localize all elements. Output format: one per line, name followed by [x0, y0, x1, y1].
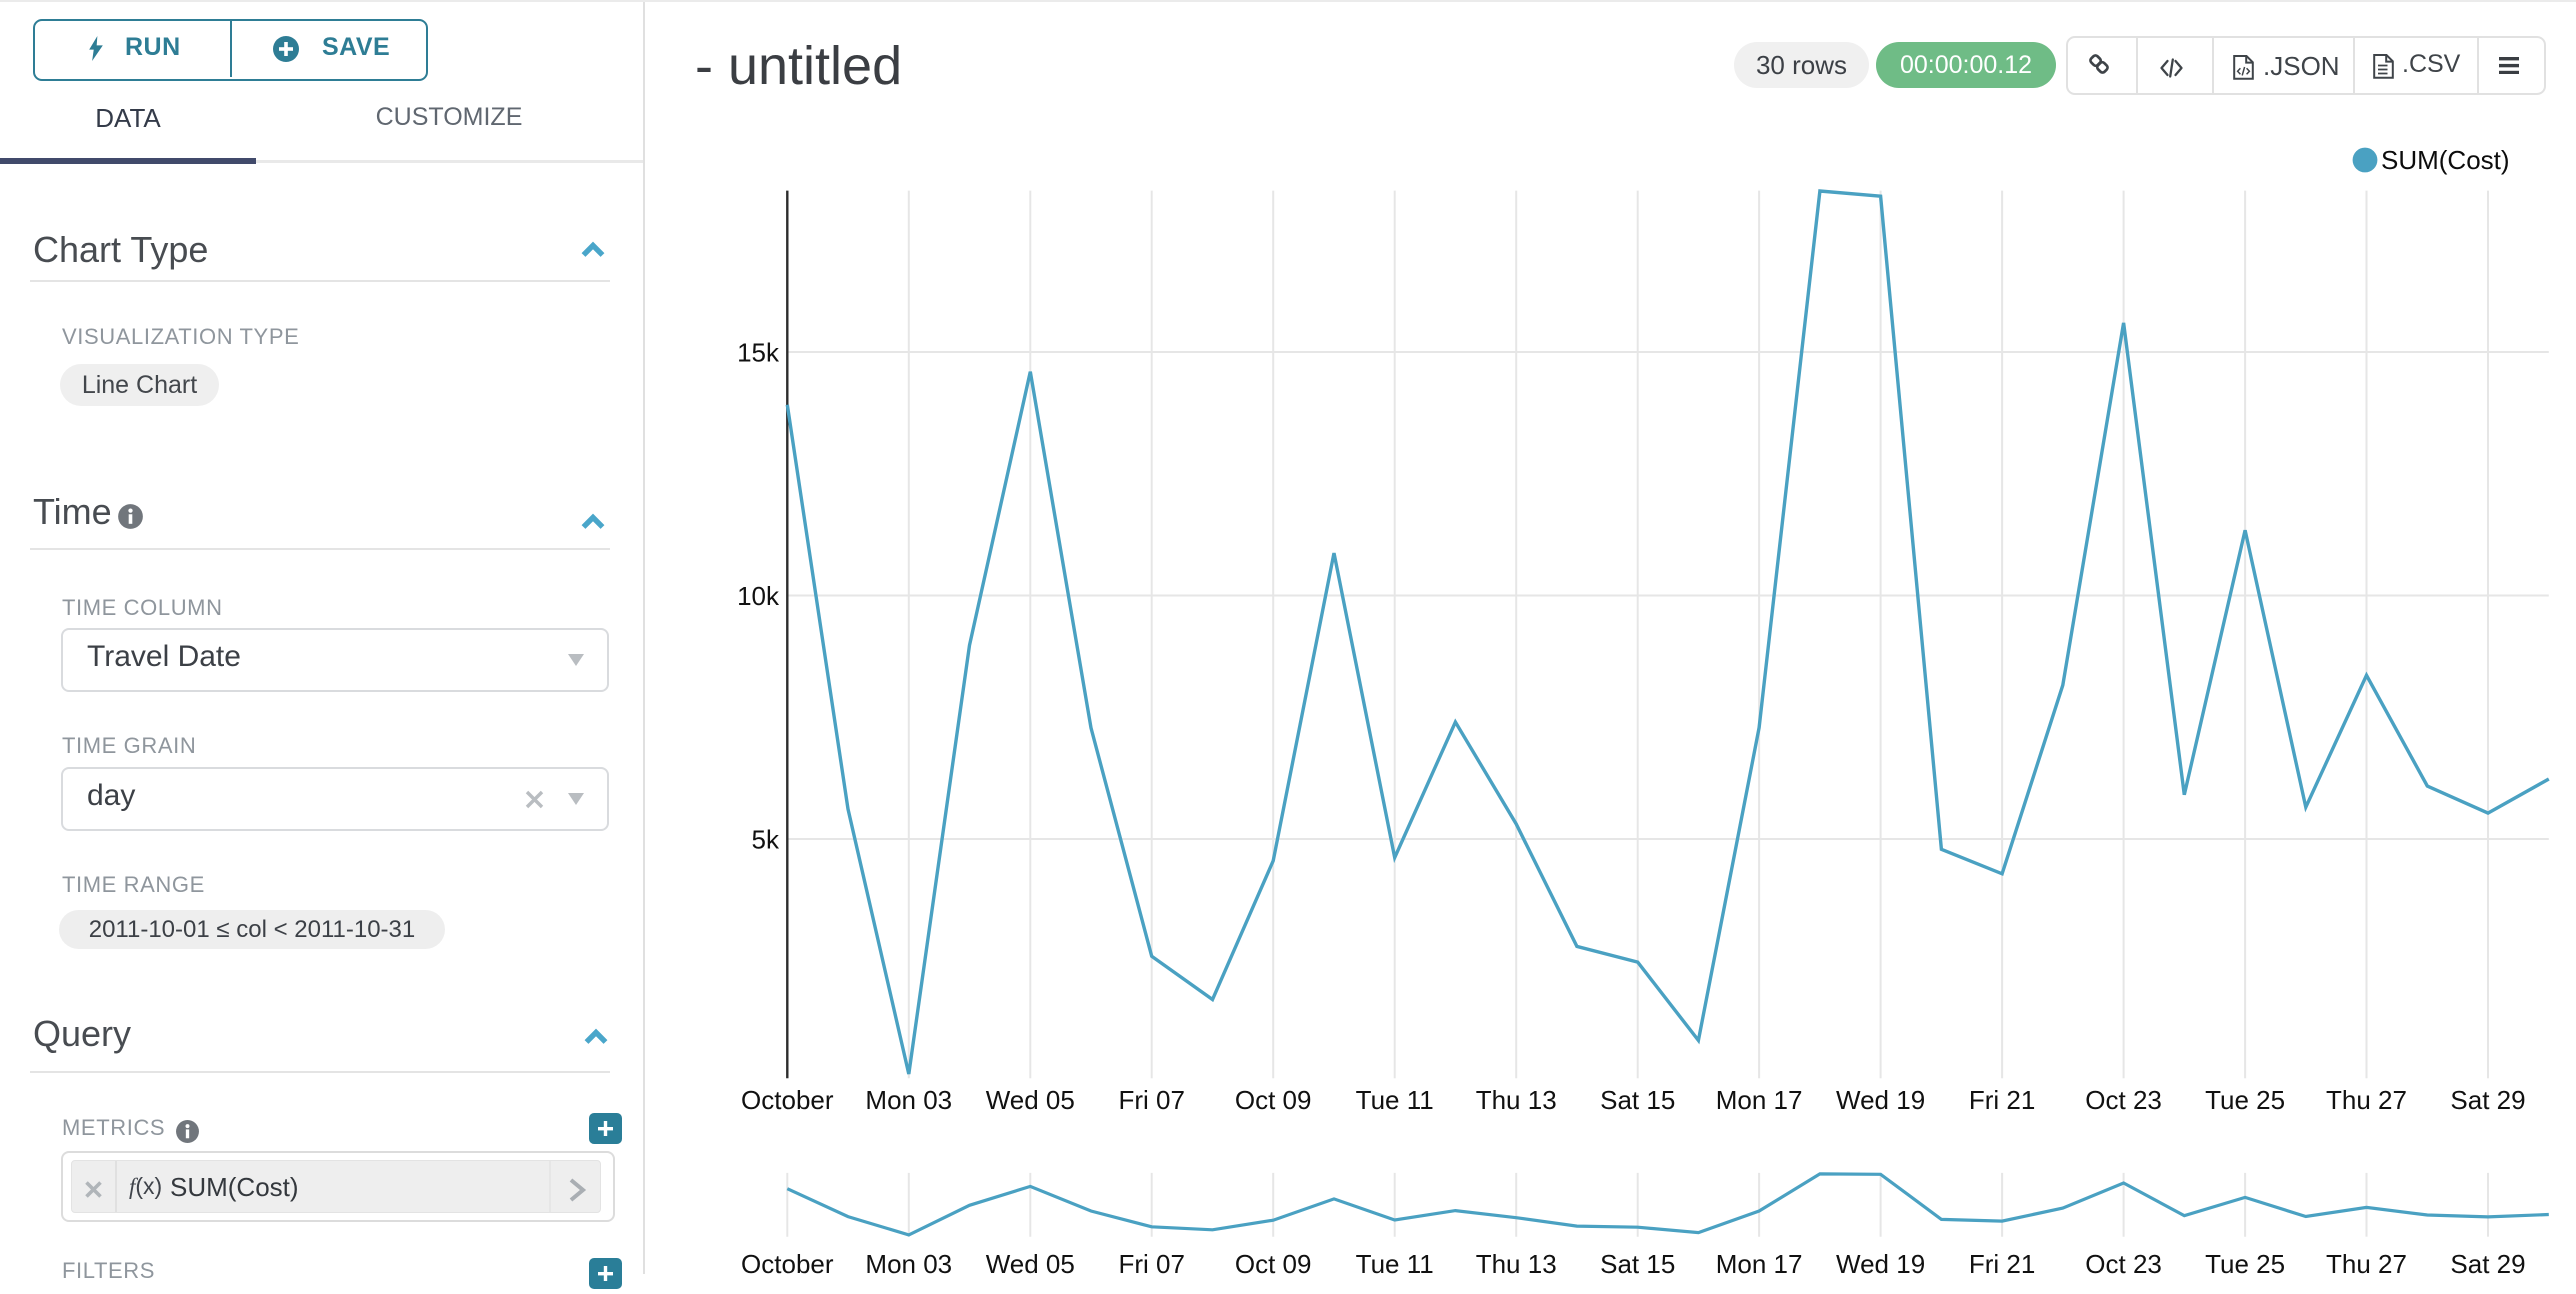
svg-text:Fri 07: Fri 07 — [1118, 1085, 1184, 1115]
svg-text:October: October — [741, 1085, 834, 1115]
svg-text:Oct 09: Oct 09 — [1235, 1085, 1312, 1115]
svg-text:5k: 5k — [752, 825, 780, 855]
svg-text:Fri 07: Fri 07 — [1118, 1249, 1184, 1274]
svg-text:Oct 23: Oct 23 — [2085, 1085, 2162, 1115]
svg-text:Wed 05: Wed 05 — [986, 1249, 1075, 1274]
svg-text:Fri 21: Fri 21 — [1969, 1249, 2035, 1274]
svg-text:Oct 23: Oct 23 — [2085, 1249, 2162, 1274]
svg-text:Thu 13: Thu 13 — [1476, 1085, 1557, 1115]
svg-text:Sat 15: Sat 15 — [1600, 1249, 1675, 1274]
svg-text:October: October — [741, 1249, 834, 1274]
svg-text:Sat 29: Sat 29 — [2450, 1249, 2525, 1274]
svg-text:Tue 11: Tue 11 — [1356, 1249, 1434, 1274]
svg-text:Thu 27: Thu 27 — [2326, 1249, 2407, 1274]
svg-text:Tue 25: Tue 25 — [2205, 1249, 2285, 1274]
svg-text:15k: 15k — [737, 338, 780, 368]
svg-text:Mon 03: Mon 03 — [865, 1249, 952, 1274]
svg-text:Oct 09: Oct 09 — [1235, 1249, 1312, 1274]
svg-text:Wed 19: Wed 19 — [1836, 1085, 1925, 1115]
svg-text:Mon 17: Mon 17 — [1716, 1085, 1803, 1115]
svg-text:Mon 03: Mon 03 — [865, 1085, 952, 1115]
svg-text:Sat 29: Sat 29 — [2450, 1085, 2525, 1115]
svg-text:SUM(Cost): SUM(Cost) — [2381, 145, 2510, 175]
svg-text:Fri 21: Fri 21 — [1969, 1085, 2035, 1115]
svg-text:Sat 15: Sat 15 — [1600, 1085, 1675, 1115]
svg-text:Mon 17: Mon 17 — [1716, 1249, 1803, 1274]
svg-text:Thu 27: Thu 27 — [2326, 1085, 2407, 1115]
svg-text:10k: 10k — [737, 581, 780, 611]
svg-text:Thu 13: Thu 13 — [1476, 1249, 1557, 1274]
svg-text:Tue 11: Tue 11 — [1356, 1085, 1434, 1115]
svg-text:Tue 25: Tue 25 — [2205, 1085, 2285, 1115]
svg-text:Wed 19: Wed 19 — [1836, 1249, 1925, 1274]
svg-text:Wed 05: Wed 05 — [986, 1085, 1075, 1115]
